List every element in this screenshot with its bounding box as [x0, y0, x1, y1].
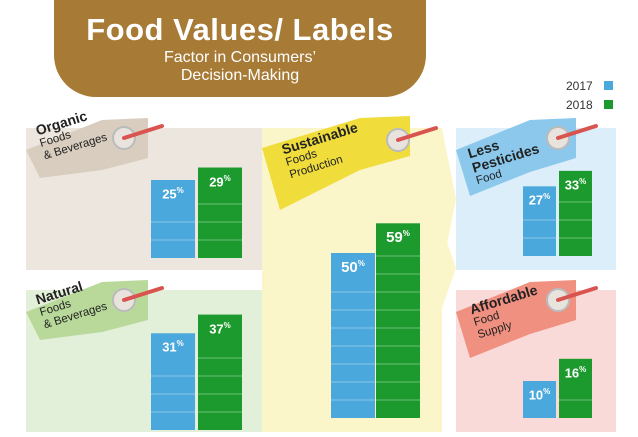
bar-value-number: 16	[564, 365, 580, 381]
bar-value-number: 29	[209, 173, 224, 189]
bar-value-number: 59	[386, 229, 403, 247]
bar-value-unit: %	[223, 320, 231, 330]
tag-string-sustainable	[396, 126, 438, 142]
bar-value-number: 25	[162, 186, 177, 202]
bar-value-unit: %	[357, 259, 365, 268]
bar-organic-2017	[151, 180, 195, 258]
bar-value-unit: %	[176, 339, 184, 349]
chart-subtitle: Factor in Consumers’ Decision-Making	[114, 49, 366, 85]
legend-2018-swatch	[604, 100, 613, 109]
bar-value-affordable-2018: 16%	[559, 365, 592, 380]
bar-sustainable-2018	[376, 223, 420, 418]
bar-value-unit: %	[543, 192, 551, 202]
bar-natural-2018	[198, 314, 242, 430]
bar-value-number: 37	[209, 320, 224, 336]
bar-value-organic-2017: 25%	[151, 186, 195, 201]
legend-2017-swatch	[604, 81, 613, 90]
subtitle-line-2: Decision-Making	[180, 67, 300, 84]
legend-2018-label: 2018	[566, 98, 593, 112]
bar-value-natural-2017: 31%	[151, 339, 195, 354]
bar-value-number: 50	[341, 259, 358, 276]
subtitle-line-1: Factor in Consumers’	[163, 49, 317, 66]
bar-value-number: 10	[528, 387, 544, 403]
bar-value-sustainable-2018: 59%	[376, 229, 420, 246]
bar-sustainable-2017	[331, 253, 375, 418]
bar-value-organic-2018: 29%	[198, 174, 242, 189]
bar-value-number: 31	[162, 339, 177, 355]
bar-value-affordable-2017: 10%	[523, 387, 556, 402]
bar-less-pesticides-2018	[559, 170, 592, 256]
tag-shape-less-pesticides	[456, 118, 576, 196]
bar-value-less-pesticides-2017: 27%	[523, 192, 556, 207]
panel-arrow-sustainable	[442, 228, 456, 308]
tag-string-natural	[122, 286, 164, 302]
tag-string-affordable	[556, 286, 598, 302]
bar-value-unit: %	[223, 173, 231, 183]
bar-organic-2018	[198, 167, 242, 258]
bar-value-number: 33	[564, 177, 580, 193]
bar-value-unit: %	[176, 186, 184, 195]
bar-affordable-2017	[523, 381, 556, 418]
bar-value-natural-2018: 37%	[198, 321, 242, 336]
tag-shape-sustainable	[262, 116, 410, 210]
tag-shape-affordable	[456, 280, 576, 358]
bar-natural-2017	[151, 333, 195, 430]
bar-value-unit: %	[579, 364, 587, 374]
tag-string-organic	[122, 124, 164, 140]
bar-value-unit: %	[402, 229, 410, 239]
bar-less-pesticides-2017	[523, 186, 556, 256]
tag-string-less-pesticides	[556, 124, 598, 140]
bar-value-unit: %	[543, 387, 551, 396]
bar-value-unit: %	[579, 176, 587, 186]
legend-2017-label: 2017	[566, 79, 593, 93]
bar-value-sustainable-2017: 50%	[331, 259, 375, 276]
bar-value-number: 27	[528, 192, 544, 208]
bar-value-less-pesticides-2018: 33%	[559, 177, 592, 192]
title-banner: Food Values/ Labels Factor in Consumers’…	[54, 0, 426, 97]
chart-title: Food Values/ Labels	[86, 12, 394, 47]
bar-affordable-2018	[559, 358, 592, 418]
